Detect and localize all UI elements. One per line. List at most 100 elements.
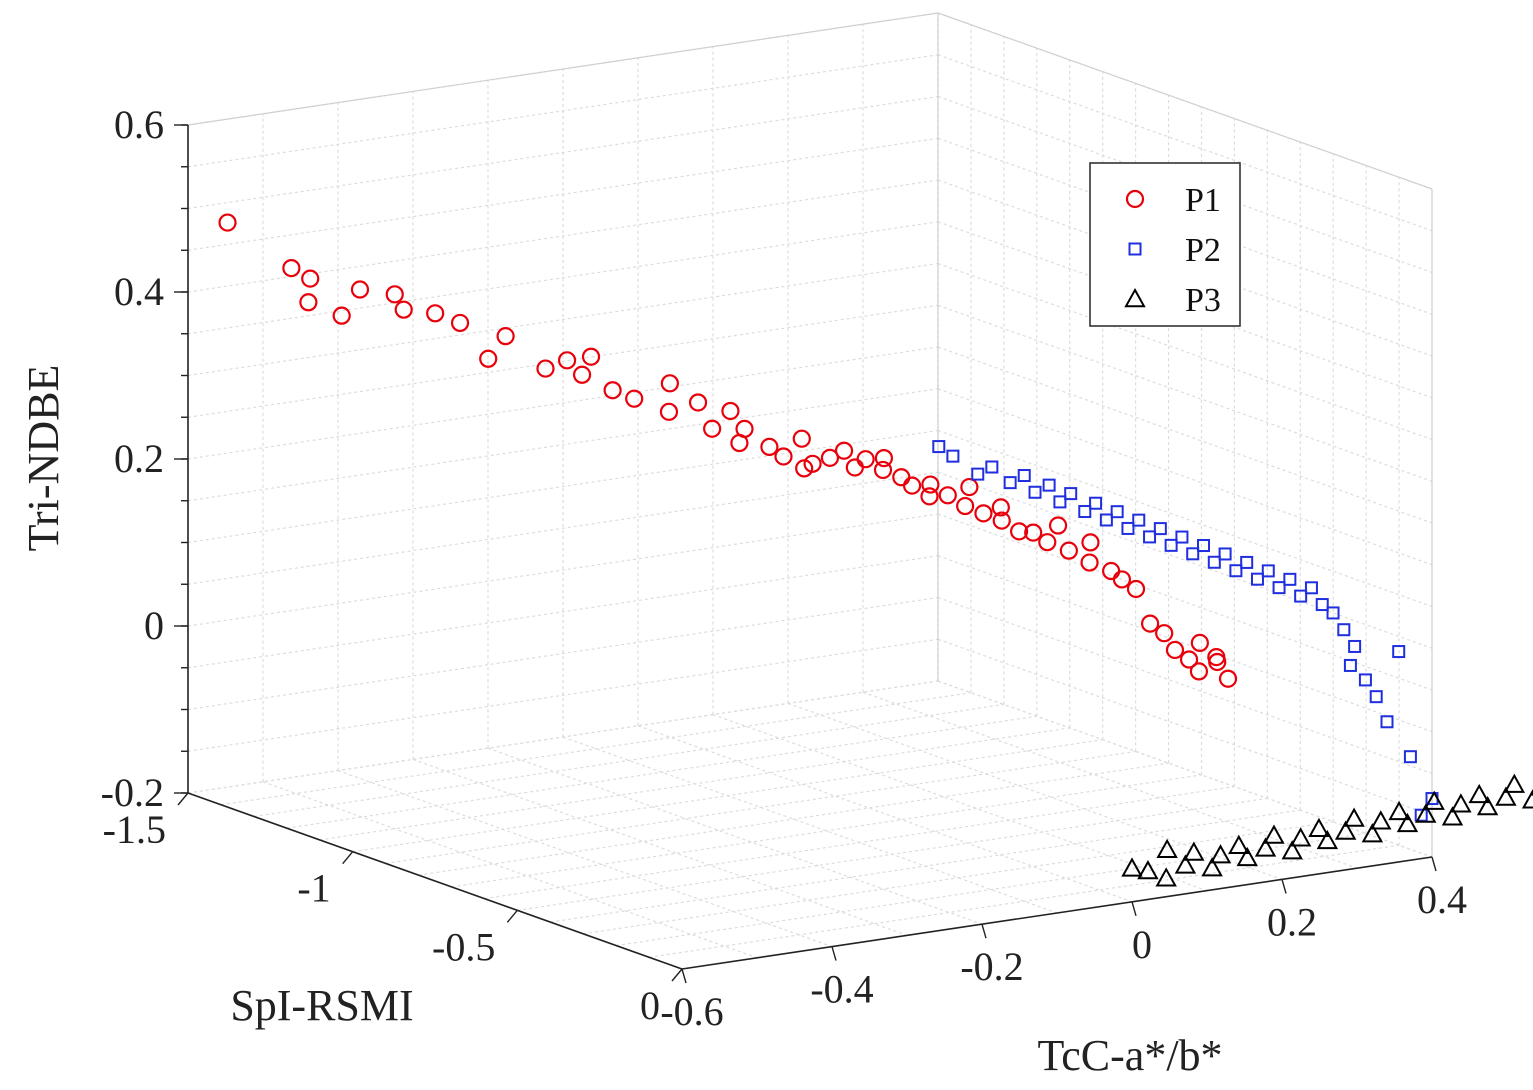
p2-point [1337, 623, 1351, 637]
p1-point [938, 486, 957, 505]
p3-point [1450, 793, 1472, 813]
p2-point [1121, 521, 1135, 535]
p2-point [1143, 530, 1157, 544]
p1-point [921, 475, 940, 494]
p1-point [873, 460, 893, 480]
z-tick-label: 0 [144, 603, 164, 648]
back-grid-line [187, 638, 939, 752]
p1-point [1059, 541, 1078, 560]
floor-grid-line [319, 727, 1070, 841]
p3-point [1174, 854, 1197, 874]
p1-point [1218, 669, 1238, 688]
p3-point [1156, 838, 1178, 859]
x-tick-label: -0.2 [960, 944, 1023, 989]
p1-point [688, 393, 708, 412]
legend-label-p1: P1 [1185, 182, 1221, 219]
p3-point [1334, 820, 1357, 840]
back-grid-line [187, 262, 939, 377]
x-tick [981, 924, 987, 939]
p3-point [1289, 827, 1312, 847]
x-tick [681, 968, 687, 984]
p2-point [1186, 547, 1200, 561]
p2-point [1078, 505, 1092, 519]
p1-point [1112, 570, 1132, 589]
p2-point [946, 449, 960, 463]
p2-point [1042, 478, 1056, 492]
p3-point [1228, 834, 1250, 854]
p2-point [1343, 658, 1357, 672]
p1-point [960, 477, 979, 497]
p3-point [1308, 817, 1330, 838]
p1-point [625, 389, 644, 408]
p1-point [496, 327, 515, 346]
back-grid-line [187, 304, 939, 418]
p3-point [1263, 824, 1285, 844]
p3-point [1183, 841, 1205, 861]
p2-point [1261, 564, 1275, 578]
p2-point [1132, 513, 1146, 527]
p1-point [1189, 662, 1209, 681]
p1-point [394, 300, 413, 319]
p1-point [1080, 553, 1099, 572]
z-tick-label: 0.2 [114, 436, 164, 481]
p2-point [1229, 564, 1243, 578]
x-axis-title: TcC-a*/b* [1037, 1031, 1222, 1080]
back-grid-line [187, 555, 939, 669]
floor-grid-line [352, 739, 1103, 853]
p3-point [1503, 773, 1526, 793]
p2-point [1099, 513, 1113, 527]
p1-point [792, 429, 811, 448]
p2-point [1089, 496, 1103, 510]
p3-point [1415, 803, 1437, 823]
p2-point [932, 440, 946, 454]
p3-point [1423, 790, 1445, 810]
p1-point [874, 449, 894, 468]
back-grid-line [187, 429, 939, 544]
floor-grid-line [337, 770, 833, 948]
p2-point [1294, 589, 1308, 603]
back-grid-line [187, 179, 939, 293]
p1-point [1024, 523, 1043, 542]
z-tick-label: 0.4 [114, 269, 164, 314]
p1-point [1048, 516, 1068, 535]
floor-grid-line [451, 774, 1202, 888]
p1-point [730, 433, 749, 453]
p2-point [1250, 572, 1264, 586]
floor-grid-line [583, 821, 1334, 935]
p3-point [1316, 829, 1339, 850]
p1-point [282, 259, 301, 278]
p3-point [1361, 823, 1384, 843]
floor-grid-line [385, 750, 1136, 864]
side-grid-line [937, 596, 1433, 775]
p3-point [1137, 859, 1159, 880]
floor-grid-line [220, 692, 972, 806]
p1-point [581, 347, 601, 366]
x-tick [1281, 879, 1287, 894]
p1-point [536, 359, 555, 378]
p1-point [856, 450, 875, 469]
p3-point [1388, 800, 1410, 821]
floor-grid-line [712, 714, 1208, 892]
p2-point [1207, 555, 1221, 569]
y-tick-label: -0.5 [432, 924, 495, 969]
box-edge [187, 12, 939, 126]
p1-point [332, 306, 351, 325]
x-tick-label: -0.4 [810, 967, 873, 1012]
z-axis-title: Tri-NDBE [19, 365, 68, 552]
floor-grid-line [637, 725, 1133, 903]
box-edge [937, 12, 1433, 190]
legend-label-p2: P2 [1185, 232, 1221, 269]
back-grid-line [187, 95, 939, 210]
p1-point [426, 304, 445, 323]
p2-point [1315, 598, 1329, 612]
floor-grid-line [262, 781, 758, 959]
side-grid-line [937, 680, 1433, 858]
p3-point [1370, 810, 1392, 830]
y-tick [506, 909, 518, 923]
z-tick-label: 0.6 [114, 102, 164, 147]
p3-point [1441, 806, 1464, 826]
p2-point [971, 467, 985, 481]
p3-point [1343, 807, 1365, 827]
p1-point [218, 213, 237, 232]
